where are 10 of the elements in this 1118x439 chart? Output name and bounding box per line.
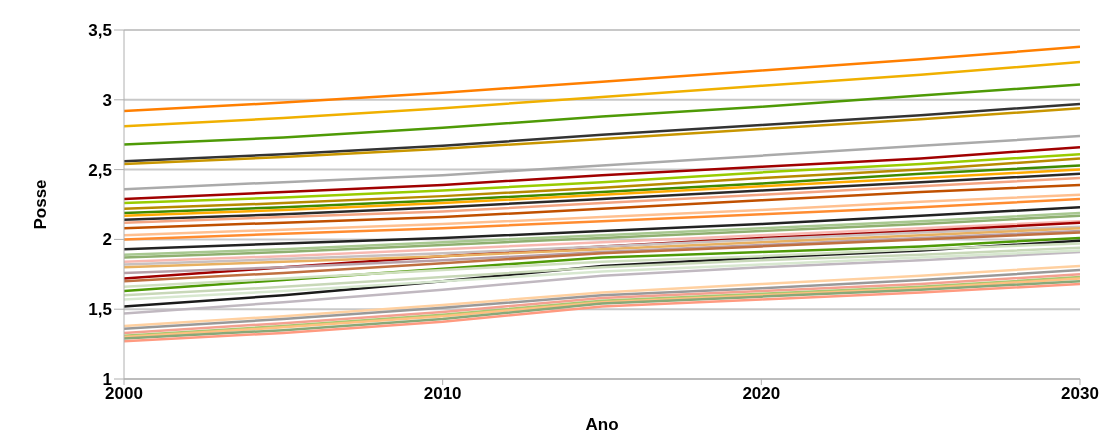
x-tick-label: 2020 [742, 384, 781, 404]
y-tick-label: 2 [102, 230, 112, 250]
x-axis-title: Ano [585, 415, 619, 434]
y-tick-label: 2,5 [88, 160, 112, 180]
y-tick-label: 3 [102, 90, 112, 110]
x-tick-label: 2030 [1061, 384, 1099, 404]
y-tick-label: 3,5 [88, 21, 112, 41]
y-tick-label: 1,5 [88, 300, 112, 320]
y-axis-title: Posse [31, 179, 51, 230]
x-tick-label: 2010 [423, 384, 462, 404]
